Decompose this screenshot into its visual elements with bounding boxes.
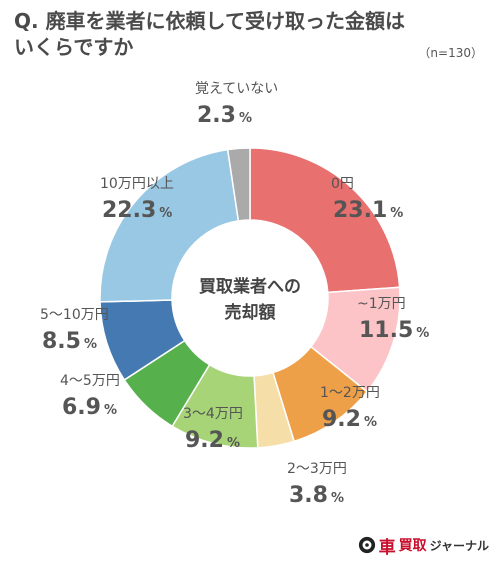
slice-label-9: 覚えていない 2.3% (195, 81, 278, 128)
logo-main: 買取 (398, 538, 427, 554)
logo-sub: ジャーナル (429, 538, 489, 553)
slice-category-label: 4〜5万円 (60, 373, 120, 389)
pie-slice-1 (249, 147, 401, 294)
pie-slice-9 (226, 147, 251, 222)
slice-value-label: 8.5% (42, 329, 97, 354)
slice-value-label: 9.2% (185, 428, 240, 453)
slice-category-label: 2〜3万円 (287, 461, 347, 477)
slice-category-label: ~1万円 (357, 296, 406, 312)
slice-value-label: 2.3% (197, 103, 252, 128)
brand-logo: 車 買取 ジャーナル (358, 534, 489, 558)
slice-label-6: 4〜5万円 6.9% (60, 373, 120, 420)
slice-category-label: 1〜2万円 (320, 385, 380, 401)
slice-value-label: 3.8% (289, 483, 344, 508)
slice-category-label: 3〜4万円 (183, 406, 243, 422)
slice-category-label: 覚えていない (195, 81, 278, 97)
slice-label-4: 2〜3万円 3.8% (287, 461, 347, 508)
slice-label-7: 5〜10万円 8.5% (40, 307, 109, 354)
sample-size: （n=130） (418, 46, 483, 60)
slice-category-label: 0円 (331, 176, 354, 192)
slice-label-3: 1〜2万円 9.2% (320, 385, 380, 432)
slice-value-label: 9.2% (322, 407, 377, 432)
slice-value-label: 6.9% (62, 395, 117, 420)
title-line-2: いくらですか (14, 35, 134, 59)
slice-label-5: 3〜4万円 9.2% (183, 406, 243, 453)
slice-label-2: ~1万円 11.5% (357, 296, 429, 343)
center-label-line-1: 買取業者への (199, 276, 301, 297)
logo-mark: 車 (378, 537, 396, 558)
slice-value-label: 22.3% (102, 198, 172, 223)
center-label-line-2: 売却額 (225, 302, 276, 323)
slice-value-label: 23.1% (333, 198, 403, 223)
slice-value-label: 11.5% (359, 318, 429, 343)
slice-category-label: 5〜10万円 (40, 307, 109, 323)
slice-label-8: 10万円以上 22.3% (100, 176, 174, 223)
slice-label-1: 0円 23.1% (331, 176, 403, 223)
pie-slice-8 (99, 148, 240, 303)
title-line-1: Q. 廃車を業者に依頼して受け取った金額は (14, 9, 405, 33)
chart-title: Q. 廃車を業者に依頼して受け取った金額は いくらですか (14, 8, 494, 60)
slice-category-label: 10万円以上 (100, 176, 174, 192)
tire-icon (358, 536, 375, 554)
